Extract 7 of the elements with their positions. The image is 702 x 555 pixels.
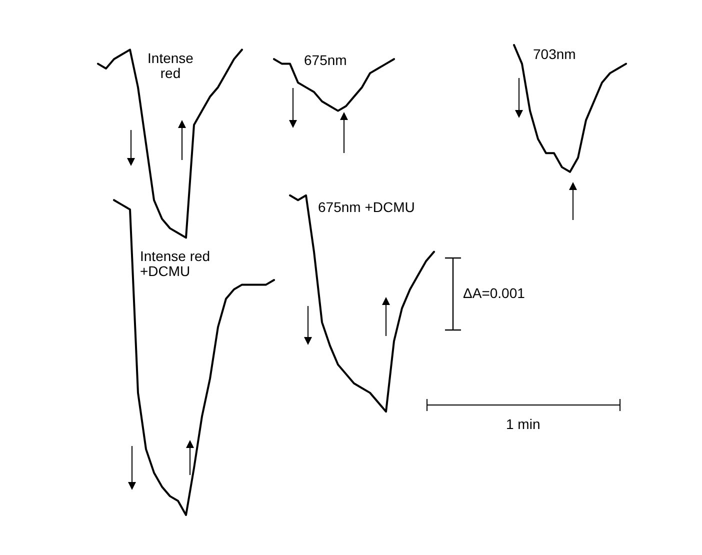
annotation: ΔA=0.001 [463,285,525,301]
series-label: 675nm [304,52,348,68]
series-label: Intense red [146,50,194,81]
series-label: 703nm [533,46,577,62]
series-label: Intense red +DCMU [140,248,212,280]
series-label: 675nm +DCMU [318,199,416,216]
annotation: 1 min [506,416,540,432]
